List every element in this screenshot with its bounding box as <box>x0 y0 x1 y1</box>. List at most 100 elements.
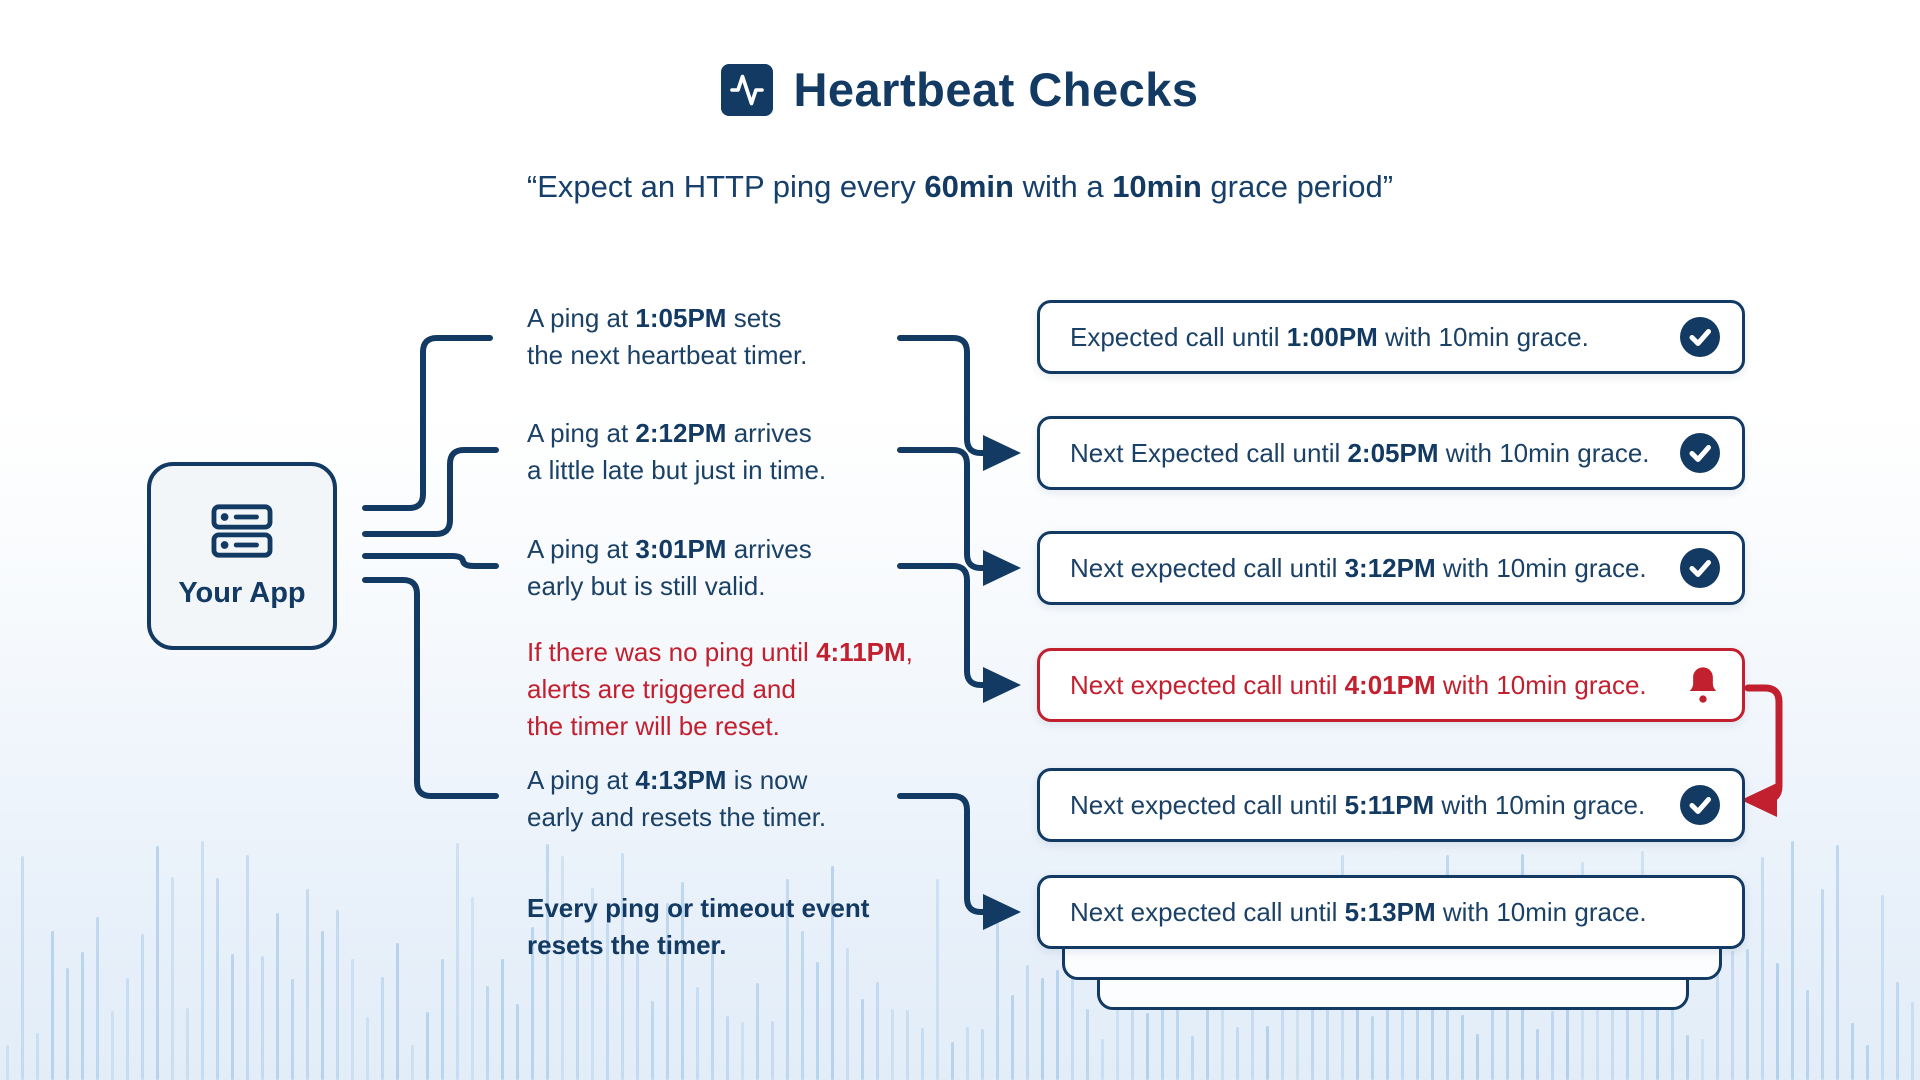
note-line: the timer will be reset. <box>527 711 780 741</box>
waveform-bar <box>516 1004 519 1080</box>
status-text: Next Expected call until 2:05PM with 10m… <box>1070 437 1650 468</box>
status-text: Next expected call until 3:12PM with 10m… <box>1070 552 1647 583</box>
note-line: A ping at 1:05PM sets <box>527 303 782 333</box>
waveform-bar <box>1146 1013 1149 1080</box>
check-icon <box>1680 785 1720 825</box>
waveform-bar <box>261 956 264 1080</box>
waveform-bar <box>1731 951 1734 1080</box>
connector-note1-to-box2 <box>897 335 987 456</box>
waveform-bar <box>1701 1039 1704 1080</box>
waveform-bar <box>1551 1011 1554 1080</box>
connector-note3-to-box4 <box>897 563 987 688</box>
note-line: the next heartbeat timer. <box>527 340 808 370</box>
waveform-bar <box>231 954 234 1080</box>
waveform-bar <box>786 879 789 1080</box>
subtitle-text: grace period” <box>1201 169 1394 204</box>
subtitle: “Expect an HTTP ping every 60min with a … <box>0 169 1920 205</box>
waveform-bar <box>171 877 174 1080</box>
waveform-bar <box>1116 1006 1119 1080</box>
waveform-bar <box>906 1010 909 1080</box>
note-line: early but is still valid. <box>527 571 766 601</box>
waveform-bar <box>321 931 324 1080</box>
note-ping-1: A ping at 1:05PM sets the next heartbeat… <box>527 300 807 374</box>
waveform-bar <box>486 986 489 1080</box>
waveform-bar <box>1071 941 1074 1080</box>
waveform-bar <box>621 853 624 1080</box>
waveform-bar <box>381 977 384 1080</box>
waveform-bar <box>1371 1016 1374 1080</box>
waveform-bar <box>1911 1002 1914 1080</box>
waveform-bar <box>81 952 84 1080</box>
note-line: A ping at 4:13PM is now <box>527 765 808 795</box>
server-icon <box>211 502 273 565</box>
waveform-bar <box>156 846 159 1080</box>
waveform-bar <box>1476 1034 1479 1080</box>
waveform-bar <box>21 856 24 1080</box>
connector-app-to-note-2 <box>362 447 499 537</box>
note-timeout-alert: If there was no ping until 4:11PM, alert… <box>527 634 913 745</box>
waveform-bar <box>186 1008 189 1080</box>
status-text: Next expected call until 5:13PM with 10m… <box>1070 896 1647 927</box>
waveform-bar <box>1686 1035 1689 1080</box>
waveform-bar <box>1176 1007 1179 1080</box>
waveform-bar <box>291 979 294 1080</box>
waveform-bar <box>351 959 354 1080</box>
waveform-bar <box>1716 943 1719 1080</box>
waveform-bar <box>996 922 999 1080</box>
waveform-bar <box>1266 1026 1269 1080</box>
waveform-bar <box>1776 963 1779 1080</box>
waveform-bar <box>1311 972 1314 1080</box>
waveform-bar <box>201 841 204 1080</box>
waveform-bar <box>1506 991 1509 1080</box>
waveform-bar <box>1536 1029 1539 1080</box>
waveform-bar <box>1491 945 1494 1080</box>
note-line: Every ping or timeout event <box>527 893 870 923</box>
waveform-bar <box>801 931 804 1080</box>
note-line: resets the timer. <box>527 930 727 960</box>
note-line: a little late but just in time. <box>527 455 827 485</box>
check-icon <box>1680 548 1720 588</box>
waveform-bar <box>336 910 339 1080</box>
waveform-bar <box>1851 1023 1854 1080</box>
connector-app-to-note-3 <box>362 553 499 569</box>
page-title: Heartbeat Checks <box>793 63 1199 116</box>
waveform-bar <box>1836 845 1839 1080</box>
waveform-bar <box>891 1009 894 1080</box>
waveform-bar <box>1746 949 1749 1080</box>
waveform-bar <box>1056 970 1059 1080</box>
waveform-bar <box>681 882 684 1080</box>
waveform-bar <box>831 866 834 1080</box>
waveform-bar <box>51 931 54 1080</box>
header: Heartbeat Checks <box>0 62 1920 117</box>
waveform-bar <box>1596 975 1599 1080</box>
waveform-bar <box>606 923 609 1080</box>
reset-loop-line <box>1744 684 1783 804</box>
arrowhead-box6 <box>983 894 1021 930</box>
note-line: If there was no ping until 4:11PM, <box>527 637 913 667</box>
waveform-bar <box>966 1027 969 1080</box>
note-reset-rule: Every ping or timeout event resets the t… <box>527 890 869 964</box>
status-text: Expected call until 1:00PM with 10min gr… <box>1070 321 1589 352</box>
waveform-bar <box>1806 990 1809 1080</box>
waveform-bar <box>441 959 444 1080</box>
note-ping-2: A ping at 2:12PM arrives a little late b… <box>527 415 826 489</box>
waveform-bar <box>36 1033 39 1080</box>
waveform-bar <box>741 1022 744 1080</box>
connector-note2-to-box3 <box>897 447 987 571</box>
note-ping-4: A ping at 4:13PM is now early and resets… <box>527 762 826 836</box>
waveform-bar <box>1251 988 1254 1080</box>
note-line: A ping at 3:01PM arrives <box>527 534 812 564</box>
waveform-bar <box>981 1029 984 1080</box>
waveform-bar <box>141 934 144 1080</box>
subtitle-text: with a <box>1013 169 1113 204</box>
connector-app-to-note-1 <box>362 335 493 511</box>
status-text: Next expected call until 5:11PM with 10m… <box>1070 789 1646 820</box>
arrowhead-box4 <box>983 667 1021 703</box>
waveform-bar <box>711 940 714 1080</box>
waveform-bar <box>126 978 129 1080</box>
waveform-bar <box>771 1021 774 1080</box>
connector-note5-to-box6 <box>897 793 987 915</box>
